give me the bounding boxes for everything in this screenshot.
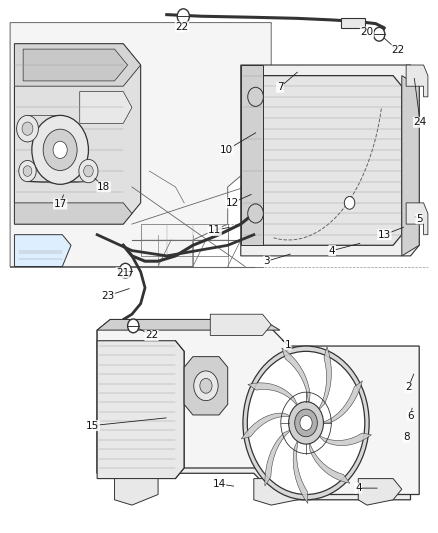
Circle shape [248,87,263,107]
Text: 11: 11 [208,225,221,236]
Polygon shape [10,22,271,266]
Circle shape [374,27,385,41]
Polygon shape [308,440,350,483]
Circle shape [119,263,131,278]
Polygon shape [80,92,132,123]
Polygon shape [184,357,228,415]
Circle shape [84,165,93,177]
Text: 22: 22 [175,22,189,32]
Polygon shape [406,203,428,235]
Circle shape [79,159,98,183]
Circle shape [194,371,218,401]
Circle shape [295,409,318,437]
Circle shape [289,402,323,444]
Circle shape [344,197,355,209]
Text: 13: 13 [378,230,391,240]
Text: 22: 22 [145,330,158,341]
Text: 4: 4 [329,246,336,256]
Polygon shape [97,319,280,330]
Circle shape [200,378,212,393]
Text: 17: 17 [53,199,67,209]
Circle shape [17,115,39,142]
Text: 22: 22 [391,45,404,55]
Polygon shape [241,413,293,439]
Bar [341,18,365,28]
Text: 12: 12 [226,198,239,208]
Text: 15: 15 [86,421,99,431]
Polygon shape [262,76,402,245]
Polygon shape [406,65,428,97]
Circle shape [32,115,88,184]
Text: 10: 10 [220,145,233,155]
Polygon shape [23,49,127,81]
Circle shape [300,416,312,430]
Polygon shape [97,341,184,479]
Polygon shape [14,203,132,224]
Text: 6: 6 [407,411,414,421]
Polygon shape [320,381,362,423]
Text: 23: 23 [101,290,115,301]
Polygon shape [282,348,310,406]
Polygon shape [97,319,419,495]
Text: 21: 21 [116,268,129,278]
Polygon shape [254,479,306,505]
Text: 5: 5 [416,214,423,224]
Text: 20: 20 [360,27,374,37]
Polygon shape [317,346,332,412]
Polygon shape [115,479,158,505]
Circle shape [247,351,365,495]
Circle shape [243,346,369,500]
Text: 2: 2 [405,382,412,392]
Circle shape [19,160,36,182]
Text: 1: 1 [284,340,291,350]
Text: 18: 18 [97,182,110,192]
Polygon shape [248,383,299,408]
Polygon shape [265,429,293,486]
Circle shape [43,129,77,171]
Circle shape [23,166,32,176]
Circle shape [177,9,189,23]
Circle shape [22,122,33,135]
Text: 7: 7 [277,82,283,92]
Polygon shape [14,235,71,266]
Circle shape [248,204,263,223]
Text: 4: 4 [355,483,362,493]
Polygon shape [241,65,262,245]
Polygon shape [241,65,419,256]
Text: 3: 3 [264,256,270,266]
Polygon shape [97,330,410,500]
Polygon shape [317,433,371,446]
Circle shape [127,319,139,333]
Polygon shape [358,479,402,505]
Polygon shape [14,44,141,86]
Text: 8: 8 [403,432,410,442]
Text: 24: 24 [413,117,427,127]
Polygon shape [210,314,271,335]
Circle shape [53,141,67,158]
Polygon shape [14,44,141,224]
Polygon shape [402,76,419,256]
Text: 14: 14 [212,479,226,489]
Polygon shape [293,438,308,504]
